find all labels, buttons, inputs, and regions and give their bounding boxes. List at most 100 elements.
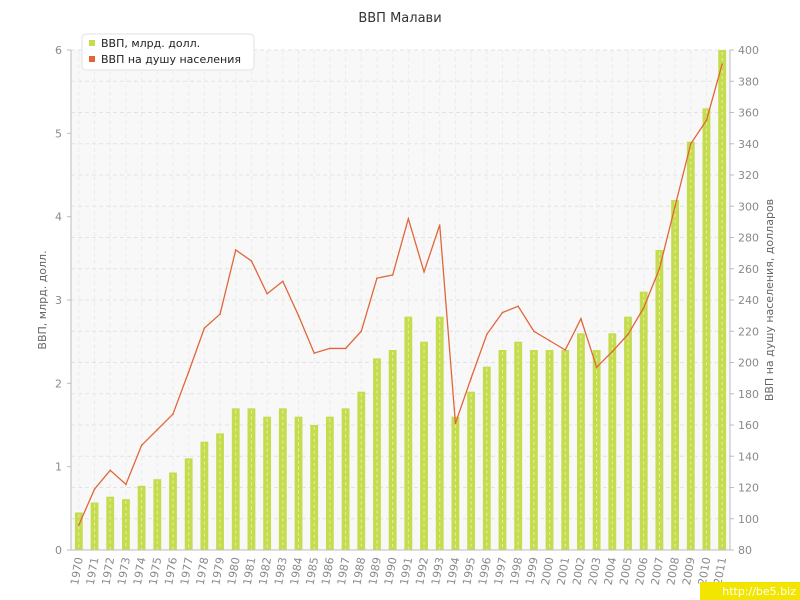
line-point	[313, 352, 316, 354]
left-axis-label: ВВП, млрд. долл.	[36, 250, 49, 349]
x-tick-label: 2010	[696, 556, 714, 586]
x-tick-label: 1997	[492, 556, 510, 586]
right-tick-label: 80	[738, 544, 752, 557]
legend: ВВП, млрд. долл. ВВП на душу населения	[81, 33, 255, 71]
line-point	[705, 119, 708, 122]
bar	[357, 391, 366, 550]
x-tick-label: 2008	[664, 556, 682, 586]
line-point	[454, 422, 457, 425]
line-point	[533, 330, 535, 333]
x-tick-label: 1979	[209, 556, 227, 586]
x-tick-label: 1999	[523, 556, 541, 586]
x-tick-label: 2005	[617, 556, 635, 586]
line-point	[658, 267, 661, 270]
line-point	[140, 444, 143, 447]
right-tick-label: 300	[738, 200, 759, 213]
bar	[467, 391, 476, 550]
chart-title: ВВП Малави	[358, 11, 441, 26]
x-tick-label: 1970	[68, 556, 86, 586]
line-point	[611, 350, 614, 353]
x-tick-label: 2000	[539, 556, 557, 586]
x-tick-label: 1988	[351, 556, 369, 586]
bar	[121, 499, 130, 550]
right-tick-label: 220	[738, 325, 759, 338]
line-point	[109, 469, 112, 472]
line-series	[78, 63, 723, 526]
x-tick-label: 1973	[115, 556, 133, 586]
legend-swatch-gdp-per-capita	[89, 56, 95, 62]
x-tick-label: 2001	[555, 556, 573, 586]
line-point	[93, 488, 96, 490]
legend-label-gdp: ВВП, млрд. долл.	[101, 37, 200, 50]
line-point	[407, 217, 410, 220]
left-tick-label: 1	[55, 461, 62, 474]
right-tick-label: 120	[738, 482, 759, 495]
right-tick-label: 200	[738, 357, 759, 370]
bar	[686, 141, 695, 550]
left-tick-label: 6	[55, 44, 62, 57]
x-tick-label: 1985	[303, 556, 321, 586]
line-point	[344, 347, 347, 350]
bar	[373, 358, 381, 550]
right-tick-label: 260	[738, 263, 759, 276]
left-tick-label: 2	[55, 377, 62, 390]
line-point	[438, 224, 441, 226]
legend-box	[81, 33, 255, 71]
line-point	[391, 274, 394, 276]
x-tick-label: 1987	[335, 556, 353, 586]
right-tick-label: 100	[738, 513, 759, 526]
x-tick-label: 1982	[256, 556, 274, 586]
line-point	[580, 317, 582, 320]
x-tick-label: 2011	[711, 556, 729, 586]
bar	[451, 416, 460, 550]
x-tick-label: 1995	[460, 556, 478, 586]
line-point	[203, 327, 206, 329]
bar	[153, 479, 162, 550]
line-point	[187, 371, 190, 373]
right-tick-label: 180	[738, 388, 759, 401]
bar	[90, 502, 99, 550]
x-tick-label: 1971	[84, 556, 102, 586]
x-tick-label: 2006	[633, 556, 651, 586]
line-point	[721, 63, 723, 65]
line-point	[329, 347, 331, 350]
bar	[294, 416, 303, 550]
x-tick-label: 1976	[162, 556, 180, 586]
x-tick-label: 2004	[602, 556, 620, 586]
line-point	[674, 205, 676, 208]
line-point	[78, 524, 80, 526]
line-point	[282, 280, 284, 283]
bar	[671, 200, 680, 550]
watermark-link[interactable]: http://be5.biz	[722, 585, 796, 598]
x-tick-label: 1980	[225, 556, 243, 586]
line-point	[219, 313, 221, 315]
x-tick-label: 1977	[178, 556, 196, 586]
line-point	[595, 366, 598, 368]
right-tick-label: 160	[738, 419, 759, 432]
right-tick-label: 320	[738, 169, 759, 182]
line-point	[485, 333, 488, 336]
bar-series	[74, 50, 727, 550]
x-tick-label: 2007	[649, 556, 667, 586]
right-tick-label: 340	[738, 138, 759, 151]
line-point	[501, 311, 504, 314]
bar	[482, 366, 491, 550]
line-path	[78, 63, 723, 526]
line-point	[360, 330, 363, 333]
line-point	[376, 277, 378, 279]
x-axis-ticks: 1970197119721973197419751976197719781979…	[68, 556, 729, 586]
x-tick-label: 1975	[147, 556, 165, 586]
line-point	[689, 142, 692, 145]
x-tick-label: 2002	[570, 556, 588, 586]
left-tick-label: 5	[55, 127, 62, 140]
legend-swatch-gdp	[89, 40, 95, 46]
line-point	[564, 349, 567, 351]
x-tick-label: 2009	[680, 556, 698, 586]
bar	[74, 512, 83, 550]
left-axis-ticks: 0 1 2 3 4 5 6	[55, 44, 71, 557]
bar	[263, 416, 272, 550]
right-tick-label: 240	[738, 294, 759, 307]
watermark-background	[700, 582, 800, 600]
x-tick-label: 1992	[413, 556, 431, 586]
